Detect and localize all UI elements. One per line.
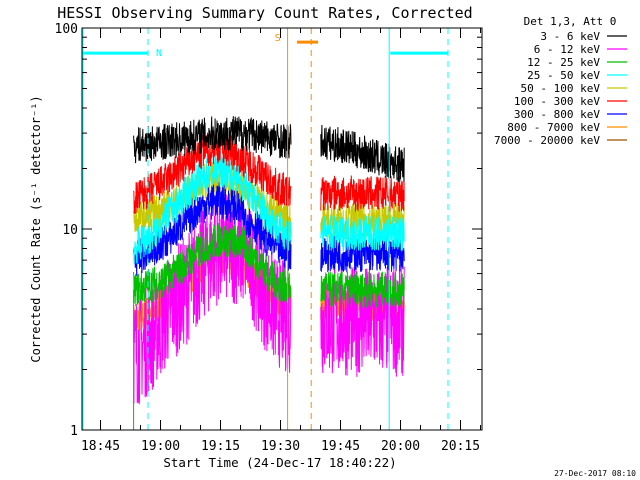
legend-entry-label: 3 - 6 keV <box>540 30 600 43</box>
legend-entry-label: 12 - 25 keV <box>527 56 600 69</box>
x-tick-label: 19:45 <box>321 439 360 454</box>
series-12-25keV-group <box>133 222 405 308</box>
x-tick-label: 19:30 <box>261 439 300 454</box>
series-line <box>320 175 405 212</box>
x-tick-label: 19:15 <box>201 439 240 454</box>
legend-entry-label: 300 - 800 keV <box>514 108 600 121</box>
series-25-50keV-group <box>133 151 405 265</box>
y-tick-label: 100 <box>55 22 78 37</box>
legend-entry-label: 25 - 50 keV <box>527 69 600 82</box>
flag-label: N <box>156 48 162 59</box>
series-3-6keV-group <box>133 116 405 183</box>
series-line <box>320 124 405 183</box>
legend-entry-label: 100 - 300 keV <box>514 95 600 108</box>
series-line <box>133 116 292 164</box>
legend-entry-label: 800 - 7000 keV <box>507 121 600 134</box>
legend-entry-label: 50 - 100 keV <box>521 82 601 95</box>
flag-S-group: S <box>275 28 318 430</box>
series-line <box>133 222 292 307</box>
series-line <box>320 271 405 308</box>
y-axis-label: Corrected Count Rate (s⁻¹ detector⁻¹) <box>29 95 43 362</box>
series-line <box>320 215 405 252</box>
x-tick-label: 19:00 <box>141 439 180 454</box>
timestamp-footer: 27-Dec-2017 08:10 <box>554 469 636 478</box>
series-line <box>133 151 292 265</box>
legend-entry-label: 6 - 12 keV <box>534 43 601 56</box>
flag-label: S <box>275 33 281 44</box>
plot-area: NS <box>82 28 449 430</box>
axes: 1 10 100 18:45 19:00 19:15 19:30 19:45 20:00 20:1… <box>55 22 482 454</box>
chart-title: HESSI Observing Summary Count Rates, Cor… <box>57 4 472 22</box>
legend-header: Det 1,3, Att 0 <box>524 15 617 28</box>
series-line <box>133 182 292 276</box>
x-axis-label: Start Time (24-Dec-17 18:40:22) <box>163 455 396 470</box>
x-tick-label: 18:45 <box>81 439 120 454</box>
y-tick-label: 1 <box>70 424 78 439</box>
legend-entry-label: 7000 - 20000 keV <box>494 134 600 147</box>
series-line <box>133 130 292 215</box>
flag-N-group: N <box>82 28 449 430</box>
y-tick-label: 10 <box>62 223 78 238</box>
x-tick-label: 20:00 <box>381 439 420 454</box>
x-tick-label: 20:15 <box>441 439 480 454</box>
series-100-300keV-group <box>133 130 405 215</box>
